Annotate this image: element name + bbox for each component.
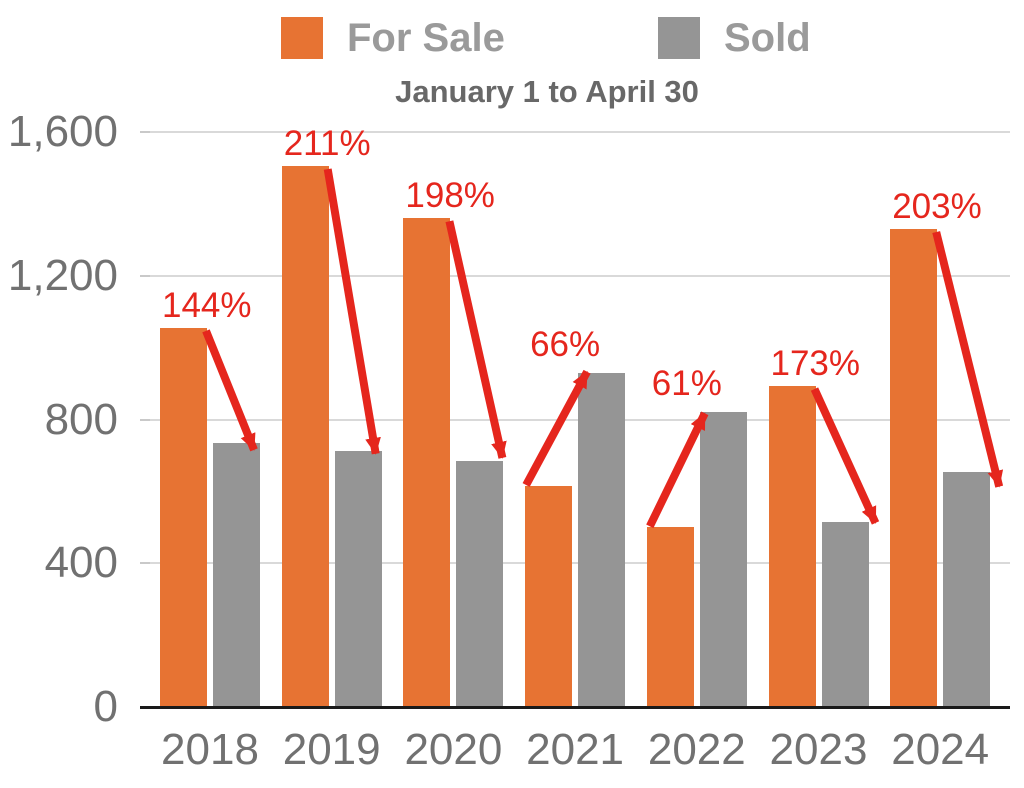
bar-for-sale-2020 xyxy=(403,218,451,707)
x-axis-label-2022: 2022 xyxy=(647,725,746,774)
sold-swatch xyxy=(658,17,700,59)
y-tick-400 xyxy=(140,562,150,565)
legend-label-sold: Sold xyxy=(724,15,811,60)
pct-annotation-2024: 203% xyxy=(892,187,982,227)
trend-arrow-2023 xyxy=(810,387,880,525)
for-sale-swatch xyxy=(281,17,323,59)
bar-for-sale-2018 xyxy=(160,327,207,707)
bar-sold-2019 xyxy=(334,450,382,707)
bar-for-sale-2021 xyxy=(525,485,573,707)
trend-arrow-2024 xyxy=(932,231,1004,488)
x-axis-label-2024: 2024 xyxy=(891,725,990,774)
y-axis-label-1600: 1,600 xyxy=(7,107,118,156)
y-axis-label-400: 400 xyxy=(44,538,118,588)
bar-for-sale-2022 xyxy=(646,527,694,707)
y-tick-1600 xyxy=(140,131,150,133)
pct-annotation-2023: 173% xyxy=(770,344,861,384)
pct-annotation-2020: 198% xyxy=(405,176,495,216)
bar-for-sale-2023 xyxy=(768,386,816,707)
pct-annotation-2022: 61% xyxy=(651,364,722,404)
legend-label-for-sale: For Sale xyxy=(347,15,505,60)
trend-arrow-2022 xyxy=(646,411,709,529)
bar-for-sale-2019 xyxy=(281,166,329,707)
y-axis-label-800: 800 xyxy=(44,394,118,444)
bar-for-sale-2024 xyxy=(890,229,938,707)
x-axis-label-2021: 2021 xyxy=(526,725,625,774)
y-axis-label-1200: 1,200 xyxy=(7,250,118,300)
legend-item-for-sale: For Sale xyxy=(281,15,505,60)
bar-sold-2021 xyxy=(578,372,626,707)
bar-sold-2018 xyxy=(213,442,260,707)
bar-sold-2020 xyxy=(456,460,504,707)
y-tick-1200 xyxy=(140,274,150,277)
pct-annotation-2019: 211% xyxy=(283,124,371,164)
legend-item-sold: Sold xyxy=(658,15,811,60)
gridline-1600 xyxy=(150,131,1010,133)
trend-arrow-2018 xyxy=(202,329,258,452)
x-axis-line xyxy=(150,706,1010,709)
bar-sold-2022 xyxy=(699,412,747,707)
bar-sold-2023 xyxy=(821,521,869,707)
gridline-1200 xyxy=(150,274,1010,277)
pct-annotation-2018: 144% xyxy=(162,285,252,325)
x-axis-label-2023: 2023 xyxy=(769,725,868,774)
trend-arrow-2019 xyxy=(323,168,381,455)
y-axis-label-0: 0 xyxy=(93,682,118,731)
x-axis-label-2020: 2020 xyxy=(404,725,503,774)
bar-sold-2024 xyxy=(943,471,991,707)
chart-subtitle: January 1 to April 30 xyxy=(395,74,699,109)
trend-arrow-2020 xyxy=(445,220,507,459)
x-axis-label-2018: 2018 xyxy=(161,725,259,774)
y-tick-0 xyxy=(140,706,150,709)
pct-annotation-2021: 66% xyxy=(530,324,601,364)
x-axis-label-2019: 2019 xyxy=(282,725,381,774)
y-tick-800 xyxy=(140,418,150,421)
